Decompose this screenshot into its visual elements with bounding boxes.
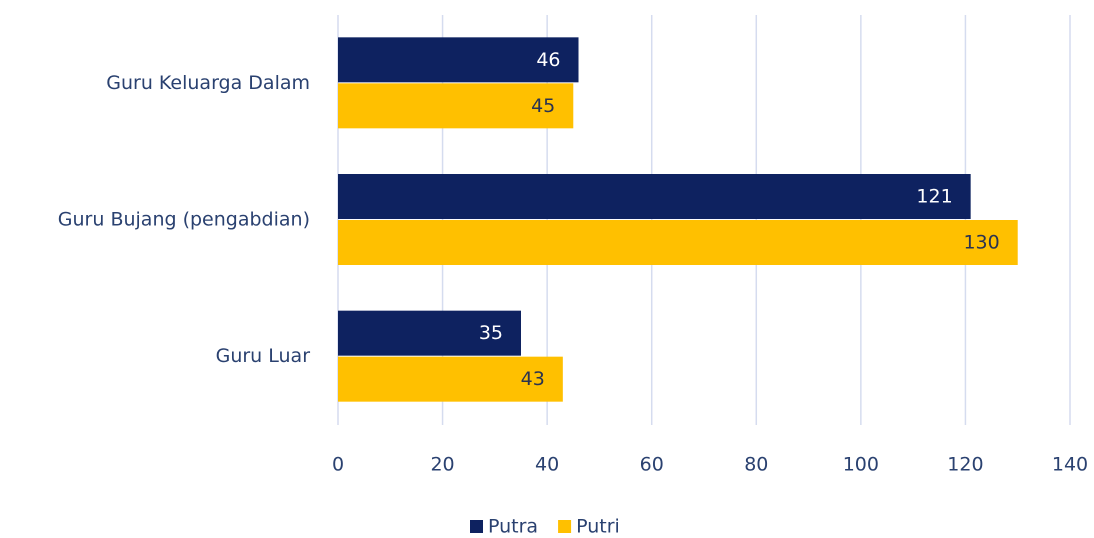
data-label: 121 <box>916 186 952 208</box>
data-label: 46 <box>536 49 560 71</box>
bar <box>338 356 563 402</box>
x-tick-label: 0 <box>332 454 344 476</box>
bar <box>338 310 521 356</box>
data-label: 45 <box>531 95 555 117</box>
legend-label: Putra <box>488 516 538 538</box>
bar <box>338 83 574 129</box>
category-label: Guru Keluarga Dalam <box>106 72 310 94</box>
legend-swatch <box>558 520 572 533</box>
bar <box>338 37 579 83</box>
data-label: 35 <box>479 322 503 344</box>
legend-label: Putri <box>576 516 620 538</box>
x-tick-label: 120 <box>947 454 983 476</box>
x-tick-label: 60 <box>640 454 664 476</box>
x-tick-label: 100 <box>843 454 879 476</box>
x-tick-label: 140 <box>1052 454 1088 476</box>
x-tick-label: 80 <box>744 454 768 476</box>
data-label: 43 <box>521 368 545 390</box>
legend-swatch <box>470 520 483 533</box>
bar <box>338 174 971 219</box>
bar <box>338 220 1018 265</box>
category-label: Guru Luar <box>216 345 311 367</box>
category-label: Guru Bujang (pengabdian) <box>58 209 310 231</box>
x-tick-label: 40 <box>535 454 559 476</box>
x-tick-label: 20 <box>430 454 454 476</box>
data-label: 130 <box>963 232 999 254</box>
